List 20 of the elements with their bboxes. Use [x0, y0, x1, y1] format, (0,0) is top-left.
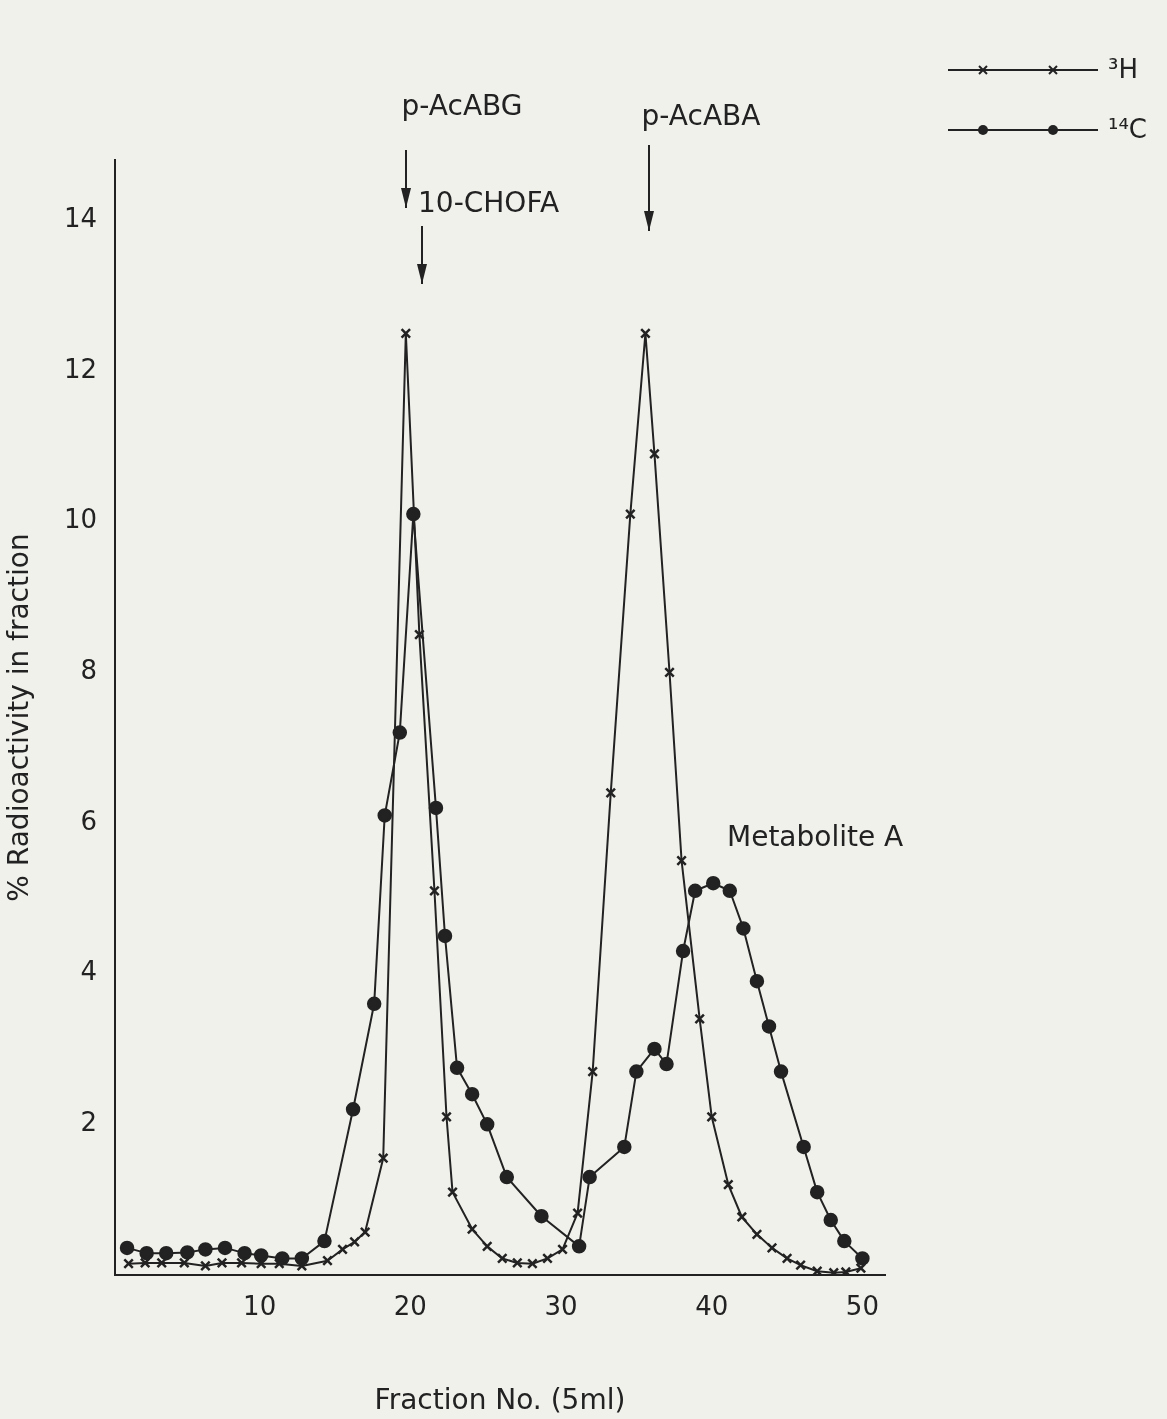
x-tick-label: 20	[393, 1291, 427, 1322]
y-tick-label: 6	[80, 805, 97, 836]
text: p-AcABA	[641, 99, 761, 132]
y-axis-title: % Radioactivity in fraction	[2, 533, 36, 902]
x-tick-label: 50	[845, 1291, 879, 1322]
legend-label: ¹⁴C	[1108, 114, 1147, 144]
x-tick-label: 40	[695, 1291, 729, 1322]
y-tick-label: 10	[63, 504, 97, 535]
annotation: Metabolite A	[727, 820, 904, 853]
y-tick-label: 12	[63, 353, 97, 384]
y-tick-label: 4	[80, 956, 97, 987]
annotation: 10-CHOFA	[418, 186, 560, 219]
x-tick-label: 10	[243, 1291, 277, 1322]
x-tick-label: 30	[544, 1291, 578, 1322]
y-tick-label: 14	[63, 203, 97, 234]
y-tick-label: 8	[80, 655, 97, 686]
y-tick-label: 2	[80, 1107, 97, 1138]
text: p-AcABG	[401, 89, 523, 122]
legend-label: ³H	[1108, 54, 1138, 84]
x-axis-title: Fraction No. (5ml)	[374, 1383, 626, 1417]
